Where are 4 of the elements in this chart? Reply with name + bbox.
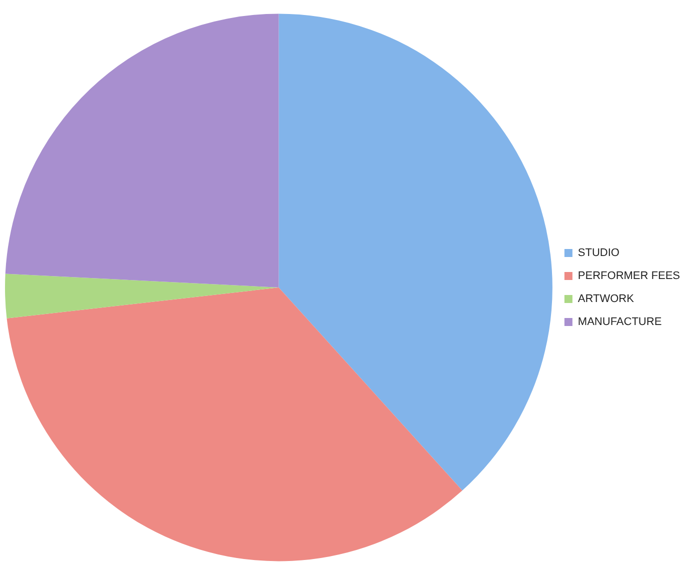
legend-label: PERFORMER FEES (578, 270, 680, 282)
legend-label: STUDIO (578, 247, 620, 260)
legend-label: ARTWORK (578, 293, 635, 306)
legend-label: MANUFACTURE (578, 316, 662, 328)
